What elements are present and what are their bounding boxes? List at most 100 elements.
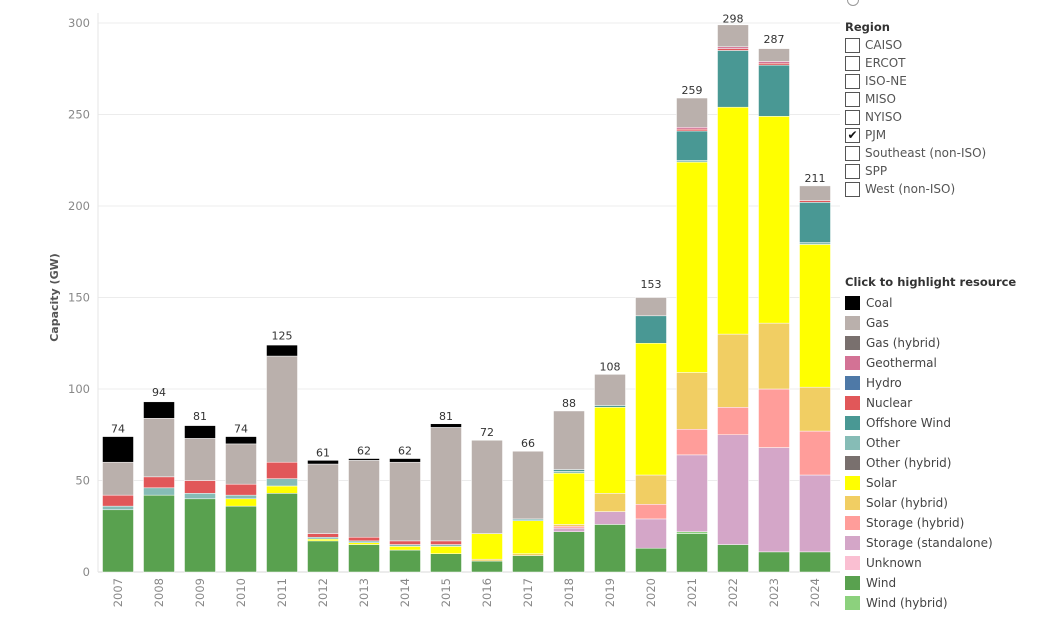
region-option[interactable]: MISO bbox=[845, 90, 986, 108]
bar-segment[interactable] bbox=[225, 483, 257, 496]
bar-segment[interactable] bbox=[594, 407, 626, 494]
bar-segment[interactable] bbox=[430, 427, 462, 542]
bar-segment[interactable] bbox=[307, 538, 339, 542]
bar-segment[interactable] bbox=[430, 423, 462, 428]
bar-segment[interactable] bbox=[225, 494, 257, 500]
bar-stack[interactable] bbox=[225, 436, 257, 573]
bar-segment[interactable] bbox=[389, 544, 421, 547]
bar-stack[interactable] bbox=[594, 374, 626, 573]
bar-segment[interactable] bbox=[307, 540, 339, 573]
bar-segment[interactable] bbox=[143, 401, 175, 419]
bar-segment[interactable] bbox=[430, 540, 462, 545]
bar-segment[interactable] bbox=[758, 388, 790, 448]
bar-segment[interactable] bbox=[799, 244, 831, 388]
bar-segment[interactable] bbox=[266, 493, 298, 573]
legend-item[interactable]: Gas (hybrid) bbox=[845, 333, 1016, 353]
region-checkbox[interactable] bbox=[845, 37, 860, 53]
bar-segment[interactable] bbox=[676, 429, 708, 456]
bar-segment[interactable] bbox=[635, 343, 667, 476]
bar-segment[interactable] bbox=[717, 46, 749, 49]
bar-segment[interactable] bbox=[635, 547, 667, 573]
bar-segment[interactable] bbox=[799, 242, 831, 245]
bar-segment[interactable] bbox=[307, 536, 339, 540]
bar-segment[interactable] bbox=[758, 61, 790, 64]
bar-segment[interactable] bbox=[430, 544, 462, 547]
bar-segment[interactable] bbox=[553, 469, 585, 472]
bar-segment[interactable] bbox=[553, 472, 585, 525]
bar-segment[interactable] bbox=[471, 560, 503, 573]
bar-segment[interactable] bbox=[348, 458, 380, 461]
bar-segment[interactable] bbox=[594, 493, 626, 512]
bar-stack[interactable] bbox=[389, 458, 421, 573]
bar-segment[interactable] bbox=[389, 549, 421, 573]
bar-segment[interactable] bbox=[717, 50, 749, 108]
region-checkbox[interactable] bbox=[845, 181, 860, 197]
legend-item[interactable]: Coal bbox=[845, 293, 1016, 313]
bar-segment[interactable] bbox=[512, 520, 544, 554]
bar-segment[interactable] bbox=[635, 518, 667, 549]
bar-segment[interactable] bbox=[512, 555, 544, 573]
bar-segment[interactable] bbox=[512, 553, 544, 556]
bar-segment[interactable] bbox=[717, 434, 749, 545]
legend-item[interactable]: Wind bbox=[845, 573, 1016, 593]
bar-segment[interactable] bbox=[471, 533, 503, 560]
bar-stack[interactable] bbox=[512, 450, 544, 573]
bar-segment[interactable] bbox=[102, 461, 134, 496]
legend-item[interactable]: Other bbox=[845, 433, 1016, 453]
bar-segment[interactable] bbox=[102, 509, 134, 573]
bar-segment[interactable] bbox=[266, 478, 298, 487]
legend-item[interactable]: Unknown bbox=[845, 553, 1016, 573]
region-option[interactable]: West (non-ISO) bbox=[845, 180, 986, 198]
bar-segment[interactable] bbox=[553, 526, 585, 529]
legend-item[interactable]: Solar bbox=[845, 473, 1016, 493]
bar-segment[interactable] bbox=[225, 505, 257, 573]
bars[interactable] bbox=[102, 24, 831, 573]
bar-segment[interactable] bbox=[799, 551, 831, 573]
bar-segment[interactable] bbox=[717, 48, 749, 51]
bar-segment[interactable] bbox=[553, 524, 585, 527]
bar-stack[interactable] bbox=[184, 425, 216, 573]
region-option[interactable]: NYISO bbox=[845, 108, 986, 126]
bar-segment[interactable] bbox=[676, 160, 708, 163]
bar-segment[interactable] bbox=[758, 48, 790, 62]
bar-segment[interactable] bbox=[717, 24, 749, 48]
bar-segment[interactable] bbox=[348, 542, 380, 545]
bar-segment[interactable] bbox=[799, 474, 831, 553]
bar-stack[interactable] bbox=[348, 458, 380, 573]
bar-segment[interactable] bbox=[389, 458, 421, 463]
bar-segment[interactable] bbox=[102, 505, 134, 511]
bar-stack[interactable] bbox=[143, 401, 175, 573]
bar-segment[interactable] bbox=[676, 531, 708, 534]
bar-segment[interactable] bbox=[225, 436, 257, 445]
bar-segment[interactable] bbox=[594, 374, 626, 406]
bar-segment[interactable] bbox=[348, 544, 380, 573]
bar-stack[interactable] bbox=[758, 48, 790, 573]
region-checkbox[interactable] bbox=[845, 73, 860, 89]
bar-segment[interactable] bbox=[389, 461, 421, 542]
bar-segment[interactable] bbox=[143, 418, 175, 478]
legend-item[interactable]: Offshore Wind bbox=[845, 413, 1016, 433]
bar-segment[interactable] bbox=[184, 493, 216, 500]
region-checkbox[interactable] bbox=[845, 163, 860, 179]
legend-item[interactable]: Geothermal bbox=[845, 353, 1016, 373]
region-option[interactable]: ISO-NE bbox=[845, 72, 986, 90]
legend-item[interactable]: Wind (hybrid) bbox=[845, 593, 1016, 613]
bar-segment[interactable] bbox=[389, 546, 421, 551]
bar-segment[interactable] bbox=[635, 474, 667, 505]
legend-item[interactable]: Storage (hybrid) bbox=[845, 513, 1016, 533]
region-checkbox[interactable] bbox=[845, 91, 860, 107]
bar-segment[interactable] bbox=[758, 63, 790, 66]
bar-segment[interactable] bbox=[348, 460, 380, 538]
bar-segment[interactable] bbox=[307, 460, 339, 465]
bar-segment[interactable] bbox=[266, 485, 298, 494]
bar-segment[interactable] bbox=[143, 494, 175, 573]
bar-segment[interactable] bbox=[102, 494, 134, 507]
bar-stack[interactable] bbox=[102, 436, 134, 573]
bar-segment[interactable] bbox=[512, 450, 544, 520]
bar-stack[interactable] bbox=[307, 460, 339, 573]
legend-item[interactable]: Gas bbox=[845, 313, 1016, 333]
bar-segment[interactable] bbox=[307, 463, 339, 534]
bar-segment[interactable] bbox=[594, 405, 626, 408]
legend-item[interactable]: Other (hybrid) bbox=[845, 453, 1016, 473]
bar-segment[interactable] bbox=[430, 553, 462, 573]
